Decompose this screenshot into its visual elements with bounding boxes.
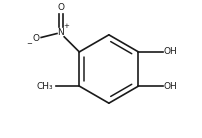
Text: O: O [32,34,39,43]
Text: OH: OH [163,47,177,56]
Text: +: + [64,23,69,29]
Text: N: N [58,28,64,37]
Text: OH: OH [163,82,177,91]
Text: O: O [57,3,64,12]
Text: −: − [27,41,33,47]
Text: CH₃: CH₃ [36,82,53,91]
